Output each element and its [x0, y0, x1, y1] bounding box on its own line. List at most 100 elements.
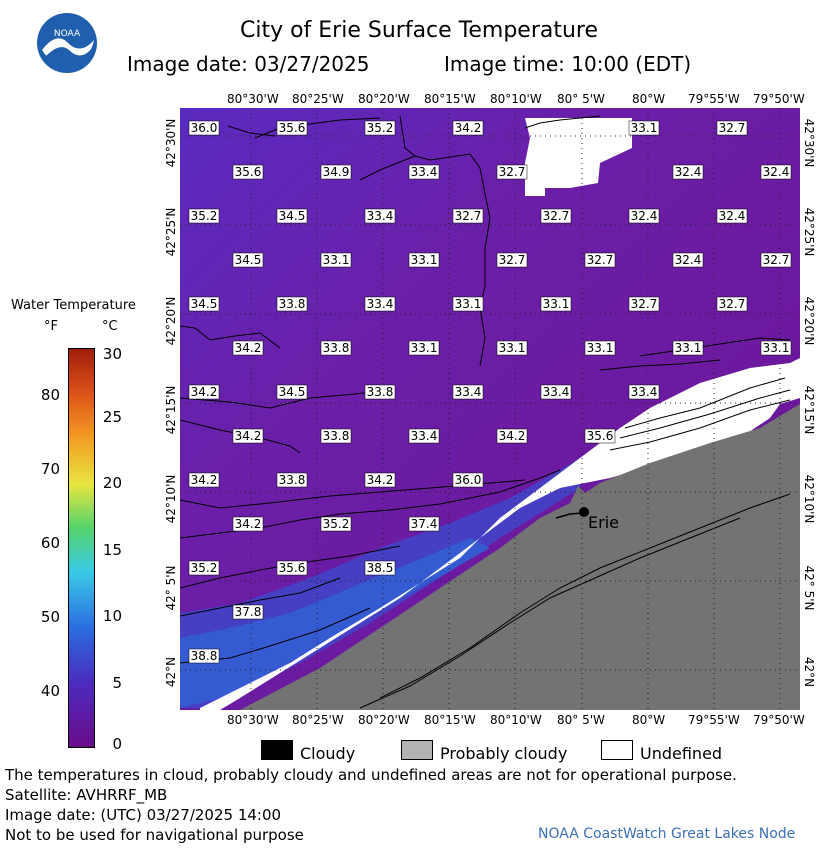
cloudy-swatch [261, 740, 293, 760]
navigation-warning: Not to be used for navigational purpose [5, 826, 304, 844]
lon-label: 80°10'W [490, 713, 542, 727]
temperature-value-label: 32.7 [496, 252, 528, 268]
c-tick: 10 [102, 607, 122, 625]
credit-link[interactable]: NOAA CoastWatch Great Lakes Node [538, 826, 796, 842]
temperature-value: 33.4 [631, 385, 658, 399]
lat-label: 42°20'N [802, 296, 816, 346]
temperature-value-label: 34.2 [364, 472, 396, 488]
isotherm-contours [179, 115, 791, 709]
footer-note: The temperatures in cloud, probably clou… [5, 766, 737, 784]
temperature-value-label: 33.1 [584, 340, 616, 356]
temperature-value-label: 33.1 [408, 340, 440, 356]
cloudy-label: Cloudy [300, 744, 356, 763]
temperature-value-label: 33.8 [364, 384, 396, 400]
temperature-value: 32.4 [719, 209, 746, 223]
temperature-value: 34.2 [235, 517, 262, 531]
temperature-value-label: 38.5 [364, 560, 396, 576]
temperature-value-label: 33.8 [276, 296, 308, 312]
lat-label: 42°10'N [164, 474, 178, 524]
temperature-value-label: 32.4 [716, 208, 748, 224]
temperature-value: 33.4 [367, 209, 394, 223]
temperature-value: 34.2 [455, 121, 482, 135]
temperature-value: 37.4 [411, 517, 438, 531]
temperature-value-label: 35.6 [584, 428, 616, 444]
lon-label: 80° 5'W [557, 713, 605, 727]
temperature-value-label: 32.7 [540, 208, 572, 224]
temperature-value-label: 33.1 [496, 340, 528, 356]
temperature-value: 33.1 [543, 297, 570, 311]
temperature-value-label: 35.6 [232, 164, 264, 180]
temperature-value-label: 37.8 [232, 604, 264, 620]
temperature-labels: 36.0 35.6 35.2 34.2 33.1 32.7 35.6 34.9 33.4 32.7… [188, 120, 792, 664]
temperature-value: 33.1 [411, 341, 438, 355]
lat-label: 42°N [164, 656, 178, 688]
temperature-value-label: 34.2 [496, 428, 528, 444]
lat-label: 42°25'N [802, 207, 816, 257]
temperature-value-label: 33.4 [452, 384, 484, 400]
temperature-value: 32.4 [675, 253, 702, 267]
temperature-value: 34.2 [235, 429, 262, 443]
temperature-value: 33.4 [543, 385, 570, 399]
temperature-value: 34.2 [191, 385, 218, 399]
noaa-logo-icon: NOAA [37, 13, 97, 73]
temperature-value-label: 34.5 [232, 252, 264, 268]
temperature-value: 32.7 [719, 121, 746, 135]
lon-label: 80°30'W [227, 92, 279, 106]
temperature-value-label: 33.1 [408, 252, 440, 268]
color-bar [68, 348, 95, 748]
temperature-value: 33.8 [367, 385, 394, 399]
temperature-value: 37.8 [235, 605, 262, 619]
legend-title: Water Temperature [11, 298, 136, 313]
temperature-value-label: 34.2 [232, 516, 264, 532]
temperature-value: 33.8 [279, 473, 306, 487]
probably-cloudy-swatch [401, 740, 433, 760]
satellite-info: Satellite: AVHRRF_MB [5, 786, 168, 804]
lon-label: 80°10'W [490, 92, 542, 106]
undefined-shoreline [200, 358, 800, 710]
temperature-value: 32.7 [543, 209, 570, 223]
temperature-value: 32.7 [631, 297, 658, 311]
temperature-value-label: 34.2 [188, 384, 220, 400]
lon-label: 79°55'W [688, 92, 740, 106]
lat-label: 42°N [802, 656, 816, 688]
temperature-value-label: 32.7 [716, 120, 748, 136]
temperature-value: 32.7 [587, 253, 614, 267]
temperature-value: 35.6 [279, 561, 306, 575]
unit-fahrenheit: °F [44, 319, 58, 334]
temperature-value-label: 32.4 [760, 164, 792, 180]
temperature-value-label: 33.4 [408, 428, 440, 444]
temperature-value-label: 34.2 [232, 340, 264, 356]
city-dot [579, 507, 589, 517]
lon-label: 80°W [632, 92, 666, 106]
temperature-value-label: 33.1 [672, 340, 704, 356]
temperature-value-label: 32.7 [584, 252, 616, 268]
temperature-value: 35.6 [279, 121, 306, 135]
temperature-value-label: 36.0 [452, 472, 484, 488]
graticule [180, 108, 800, 710]
noaa-logo: NOAA [36, 12, 98, 74]
temperature-value-label: 32.7 [628, 296, 660, 312]
temperature-value-label: 34.9 [320, 164, 352, 180]
lon-label: 80°W [632, 713, 666, 727]
land-area [240, 404, 800, 710]
temperature-value-label: 32.7 [452, 208, 484, 224]
temperature-value-label: 35.6 [276, 120, 308, 136]
f-tick: 60 [40, 534, 60, 552]
temperature-value-label: 34.5 [188, 296, 220, 312]
temperature-value-label: 33.4 [364, 296, 396, 312]
temperature-value-label: 34.2 [232, 428, 264, 444]
lat-label: 42°10'N [802, 474, 816, 524]
lon-label: 80°15'W [424, 713, 476, 727]
temperature-value-label: 34.2 [188, 472, 220, 488]
temperature-value: 33.1 [675, 341, 702, 355]
temperature-value-label: 33.8 [320, 428, 352, 444]
temperature-value-label: 34.5 [276, 384, 308, 400]
temperature-value-label: 33.1 [760, 340, 792, 356]
lat-label: 42°20'N [164, 296, 178, 346]
temperature-value: 34.2 [367, 473, 394, 487]
temperature-value-label: 33.4 [540, 384, 572, 400]
temperature-value: 33.1 [587, 341, 614, 355]
temperature-value: 32.7 [719, 297, 746, 311]
noaa-logo-text: NOAA [54, 29, 81, 39]
temperature-value-label: 33.1 [540, 296, 572, 312]
